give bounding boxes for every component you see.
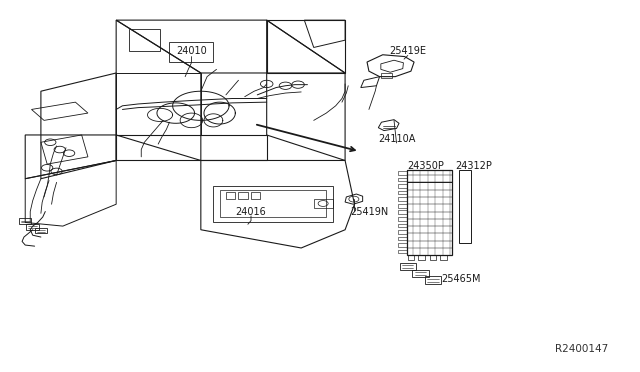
- Text: 24016: 24016: [236, 206, 266, 217]
- Text: R2400147: R2400147: [556, 344, 609, 354]
- Text: 24110A: 24110A: [378, 134, 415, 144]
- Text: 24350P: 24350P: [407, 161, 444, 171]
- Text: 25419N: 25419N: [350, 206, 388, 217]
- Text: 24312P: 24312P: [455, 161, 492, 171]
- Text: 24010: 24010: [176, 46, 207, 56]
- Text: 25465M: 25465M: [442, 274, 481, 284]
- Text: 25419E: 25419E: [389, 46, 426, 56]
